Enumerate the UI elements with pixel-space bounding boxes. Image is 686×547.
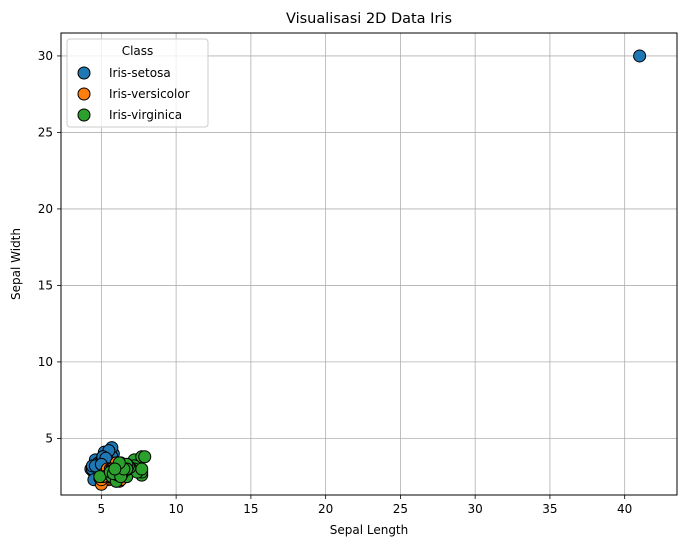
legend-marker-iris-versicolor [77, 87, 91, 101]
legend-box [66, 38, 209, 128]
legend-marker-iris-virginica [77, 108, 91, 122]
grid [61, 33, 677, 495]
x-tick-label: 5 [98, 502, 106, 516]
y-tick-label: 30 [38, 49, 53, 63]
chart-title: Visualisasi 2D Data Iris [286, 11, 452, 27]
y-tick-label: 5 [45, 431, 53, 445]
y-tick-label: 25 [38, 125, 53, 139]
data-points [84, 49, 647, 491]
legend-title: Class [122, 44, 154, 58]
legend-marker-iris-setosa [77, 66, 91, 80]
legend-label-iris-virginica: Iris-virginica [109, 108, 182, 122]
legend-items: Iris-setosa Iris-versicolor Iris-virginica [77, 66, 190, 122]
x-tick-label: 35 [542, 502, 557, 516]
x-tick-label: 10 [168, 502, 183, 516]
y-tick-label: 10 [38, 355, 53, 369]
x-tick-label: 25 [393, 502, 408, 516]
data-point-iris-setosa [633, 49, 647, 63]
x-tick-label: 30 [468, 502, 483, 516]
legend: Class Iris-setosa Iris-versicolor Iris-vir… [66, 38, 209, 128]
data-point-iris-virginica [108, 462, 122, 476]
y-axis-label: Sepal Width [9, 228, 23, 300]
legend-label-iris-setosa: Iris-setosa [109, 66, 171, 80]
x-tick-label: 20 [318, 502, 333, 516]
x-tick-label: 40 [617, 502, 632, 516]
legend-label-iris-versicolor: Iris-versicolor [109, 87, 190, 101]
data-point-iris-virginica [135, 462, 149, 476]
x-tick-label: 15 [243, 502, 258, 516]
y-tick-label: 15 [38, 278, 53, 292]
axis-ticks: 5 10 15 20 25 30 35 40 5 10 15 20 25 30 [38, 49, 633, 516]
x-axis-label: Sepal Length [330, 523, 409, 537]
plot-area-frame [60, 32, 678, 496]
data-point-iris-virginica [138, 450, 152, 464]
y-tick-label: 20 [38, 202, 53, 216]
